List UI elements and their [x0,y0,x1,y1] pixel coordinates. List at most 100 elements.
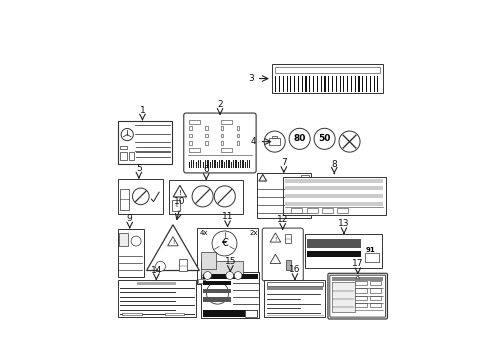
Bar [118,179,163,214]
Text: 17: 17 [352,259,364,268]
Bar [301,175,309,183]
Bar [220,134,223,138]
Bar [326,76,327,92]
Bar [345,76,346,92]
Circle shape [206,282,229,304]
Bar [292,76,294,92]
Bar [283,76,284,92]
Bar [122,313,142,315]
Bar [272,135,277,138]
Bar [302,76,303,92]
Bar [287,76,288,92]
Bar [328,76,329,92]
Circle shape [214,186,235,207]
Bar [337,208,348,213]
Text: 4x: 4x [200,230,208,236]
Bar [118,280,196,317]
Bar [170,180,243,214]
Bar [330,76,331,92]
Bar [203,281,231,285]
Text: 91: 91 [366,247,375,253]
Bar [205,134,207,138]
Circle shape [155,261,166,271]
Bar [220,159,221,168]
Bar [291,76,292,92]
Bar [357,76,358,92]
Bar [179,260,187,270]
Bar [203,297,231,302]
Circle shape [212,231,237,256]
Bar [210,162,211,168]
Bar [275,76,276,92]
Bar [277,76,278,92]
Bar [342,76,343,92]
Bar [355,296,367,300]
Bar [351,76,352,92]
Bar [307,239,361,248]
Text: 12: 12 [277,215,289,224]
Bar [338,76,339,92]
Bar [267,282,323,285]
Bar [285,186,383,190]
Text: 6: 6 [203,165,209,174]
Text: 2: 2 [217,100,223,109]
Bar [224,162,225,168]
Polygon shape [201,276,206,281]
Bar [118,229,144,278]
Text: 8: 8 [331,160,337,169]
Bar [285,179,383,183]
Bar [305,76,307,92]
Bar [120,233,128,246]
Bar [205,159,206,168]
Bar [198,279,203,283]
Bar [373,76,375,92]
Text: 9: 9 [127,214,133,223]
Bar [355,288,367,293]
Text: 15: 15 [224,257,236,266]
Bar [336,76,337,92]
FancyBboxPatch shape [262,228,303,281]
Bar [228,159,229,168]
Bar [364,76,365,92]
Text: 11: 11 [222,212,233,221]
Bar [257,174,311,218]
FancyBboxPatch shape [184,113,256,173]
Bar [201,261,243,275]
Bar [189,141,192,145]
Text: 10: 10 [174,197,186,206]
Bar [307,251,361,257]
Bar [365,253,379,261]
Bar [322,76,323,92]
Polygon shape [356,275,360,279]
Bar [292,208,302,213]
Bar [340,76,341,92]
Text: !: ! [172,240,174,245]
Text: 14: 14 [150,266,162,275]
Bar [237,126,240,130]
Bar [128,152,134,161]
Bar [369,281,381,285]
Bar [237,141,240,145]
Circle shape [339,131,360,152]
Text: 50: 50 [318,134,331,143]
Bar [371,76,373,92]
Circle shape [226,271,234,279]
Text: !: ! [274,237,276,242]
Polygon shape [147,225,199,270]
Bar [195,159,196,168]
Bar [189,148,199,152]
Bar [305,234,382,268]
Polygon shape [270,254,281,264]
Bar [189,162,190,168]
Circle shape [192,186,213,207]
Bar [322,208,333,213]
FancyBboxPatch shape [328,273,388,319]
Bar [196,162,197,168]
Bar [238,162,239,168]
Bar [245,162,246,168]
Text: 1: 1 [140,106,146,115]
Bar [298,76,299,92]
Bar [203,162,204,168]
Circle shape [234,271,242,279]
Bar [332,282,355,312]
